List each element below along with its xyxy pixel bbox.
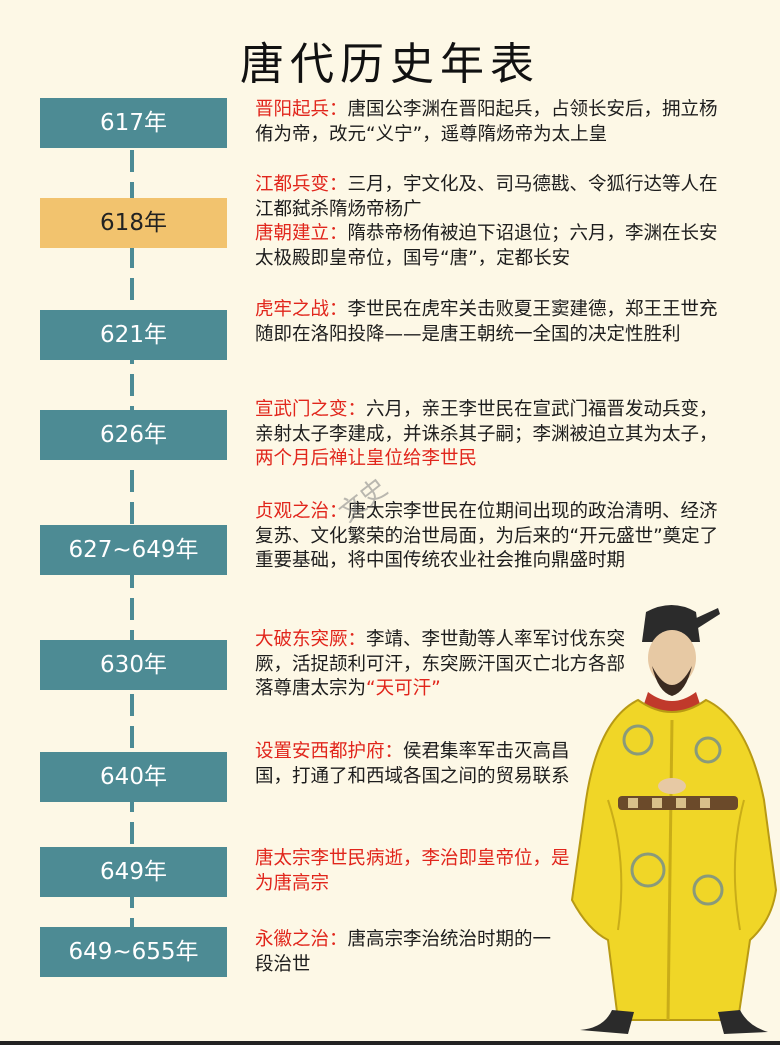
year-box-630: 630年 [40, 640, 227, 690]
year-box-649: 649年 [40, 847, 227, 897]
year-box-617: 617年 [40, 98, 227, 148]
bottom-divider [0, 1041, 780, 1045]
event-text-highlight: 两个月后禅让皇位给李世民 [255, 448, 478, 469]
event-text: 唐太宗李世民在位期间出现的政治清明、经济复苏、文化繁荣的治世局面，为后来的“开元… [255, 501, 719, 571]
event-text-highlight: “天可汗” [366, 678, 441, 699]
year-box-640: 640年 [40, 752, 227, 802]
event-626: 宣武门之变：六月，亲王李世民在宣武门福晋发动兵变，亲射太子李建成，并诛杀其子嗣；… [255, 398, 735, 472]
event-text: 六月，亲王李世民在宣武门福晋发动兵变，亲射太子李建成，并诛杀其子嗣；李渊被迫立其… [255, 399, 718, 445]
event-617: 晋阳起兵：唐国公李渊在晋阳起兵，占领长安后，拥立杨侑为帝，改元“义宁”，遥尊隋炀… [255, 98, 735, 147]
event-label: 设置安西都护府： [255, 741, 404, 762]
event-627-649: 贞观之治：唐太宗李世民在位期间出现的政治清明、经济复苏、文化繁荣的治世局面，为后… [255, 500, 735, 574]
event-text: 唐国公李渊在晋阳起兵，占领长安后，拥立杨侑为帝，改元“义宁”，遥尊隋炀帝为太上皇 [255, 99, 718, 145]
year-box-626: 626年 [40, 410, 227, 460]
event-text: 侯君集率军击灭高昌国，打通了和西域各国之间的贸易联系 [255, 741, 570, 787]
year-box-627-649: 627~649年 [40, 525, 227, 575]
event-649-655: 永徽之治：唐高宗李治统治时期的一段治世 [255, 928, 555, 977]
event-text: 李靖、李世勣等人率军讨伐东突厥，活捉颉利可汗，东突厥汗国灭亡北方各部落尊唐太宗为 [255, 629, 626, 699]
year-box-621: 621年 [40, 310, 227, 360]
event-label: 虎牢之战： [255, 299, 348, 320]
event-text: 三月，宇文化及、司马德戡、令狐行达等人在江都弑杀隋炀帝杨广 [255, 174, 718, 220]
event-label: 江都兵变： [255, 174, 348, 195]
year-box-618: 618年 [40, 198, 227, 248]
event-649: 唐太宗李世民病逝，李治即皇帝位，是为唐高宗 [255, 847, 575, 896]
event-618-jiangdu: 江都兵变：三月，宇文化及、司马德戡、令狐行达等人在江都弑杀隋炀帝杨广 [255, 173, 735, 222]
emperor-portrait-image [570, 605, 778, 1034]
event-label: 晋阳起兵： [255, 99, 348, 120]
event-621: 虎牢之战：李世民在虎牢关击败夏王窦建德，郑王王世充随即在洛阳投降——是唐王朝统一… [255, 298, 735, 347]
event-text: 李世民在虎牢关击败夏王窦建德，郑王王世充随即在洛阳投降——是唐王朝统一全国的决定… [255, 299, 718, 345]
event-label: 大破东突厥： [255, 629, 367, 650]
event-630: 大破东突厥：李靖、李世勣等人率军讨伐东突厥，活捉颉利可汗，东突厥汗国灭亡北方各部… [255, 628, 635, 702]
event-text: 隋恭帝杨侑被迫下诏退位；六月，李渊在长安太极殿即皇帝位，国号“唐”，定都长安 [255, 223, 718, 269]
event-label: 永徽之治： [255, 929, 348, 950]
event-label: 唐太宗李世民病逝，李治即皇帝位，是为唐高宗 [255, 848, 570, 894]
event-text: 唐高宗李治统治时期的一段治世 [255, 929, 552, 975]
event-618-founding: 唐朝建立：隋恭帝杨侑被迫下诏退位；六月，李渊在长安太极殿即皇帝位，国号“唐”，定… [255, 222, 735, 271]
event-label: 唐朝建立： [255, 223, 348, 244]
page-title: 唐代历史年表 [240, 39, 540, 90]
event-label: 贞观之治： [255, 501, 348, 522]
event-label: 宣武门之变： [255, 399, 367, 420]
event-640: 设置安西都护府：侯君集率军击灭高昌国，打通了和西域各国之间的贸易联系 [255, 740, 570, 789]
year-box-649-655: 649~655年 [40, 927, 227, 977]
